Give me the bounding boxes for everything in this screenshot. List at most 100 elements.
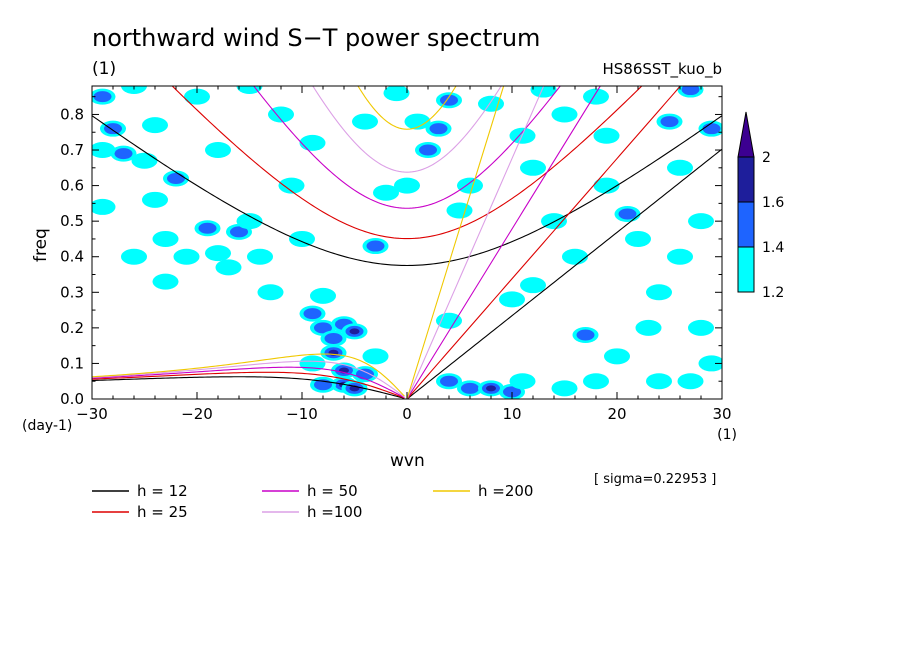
y-tick-label: 0.2	[60, 319, 84, 337]
curve-ig-h100	[312, 86, 502, 173]
legend-label: h = 50	[307, 482, 358, 500]
x-tick-label: 30	[712, 405, 731, 423]
power-contour-46-0	[436, 312, 462, 329]
power-contour-16-1	[198, 222, 217, 234]
power-contour-40-0	[404, 113, 431, 130]
y-tick-label: 0.7	[60, 141, 84, 159]
curve-kelvin-h50	[406, 86, 601, 399]
curve-kelvin-h200	[406, 86, 505, 399]
dispersion-curves	[92, 86, 722, 399]
legend-label: h =200	[478, 482, 533, 500]
y-axis-ticks: 0.0 0.1 0.2 0.3 0.4 0.5 0.6 0.7 0.8	[60, 96, 722, 408]
power-contour-87-0	[698, 355, 722, 372]
power-contour-80-0	[152, 273, 179, 290]
curve-ig-h200	[357, 86, 457, 130]
power-contour-86-0	[593, 127, 620, 144]
power-contour-11-0	[310, 287, 336, 304]
curve-rossby-h100	[92, 360, 405, 398]
power-contour-24-1	[303, 308, 322, 320]
power-contour-36-0	[362, 348, 389, 365]
power-contour-69-0	[688, 319, 714, 336]
colorbar-segment	[737, 201, 755, 248]
power-contour-9-0	[278, 177, 305, 194]
legend-label: h = 12	[137, 482, 188, 500]
power-contour-14-0	[152, 230, 179, 247]
power-contour-64-0	[530, 86, 557, 98]
power-contour-62-1	[702, 123, 721, 135]
x-tick-label: −10	[286, 405, 318, 423]
curve-rossby-h25	[92, 371, 405, 399]
power-contour-17-0	[205, 245, 231, 262]
power-contour-48-1	[461, 382, 479, 394]
run-name: HS86SST_kuo_b	[602, 60, 722, 79]
colorbar-label: 1.2	[762, 285, 784, 301]
power-contour-3-1	[167, 172, 185, 184]
power-contour-63-0	[688, 213, 714, 230]
power-contour-77-0	[121, 86, 147, 94]
power-contour-18-0	[247, 248, 273, 265]
y-tick-label: 0.8	[60, 105, 84, 123]
power-contour-10-0	[299, 134, 326, 151]
curve-ig-h12	[92, 115, 722, 267]
curve-ig-h50	[253, 86, 561, 209]
power-contour-5-0	[205, 142, 231, 159]
power-contour-23-0	[131, 152, 158, 169]
power-contour-38-0	[373, 184, 399, 201]
power-contour-52-0	[520, 277, 546, 294]
power-contour-68-0	[646, 284, 672, 301]
power-contour-8-0	[257, 284, 284, 301]
x-tick-label: 20	[607, 405, 626, 423]
colorbar-arrow	[737, 111, 755, 158]
power-contour-39-0	[394, 177, 420, 194]
chart-title: northward wind S−T power spectrum	[92, 24, 540, 52]
y-tick-label: 0.4	[60, 248, 84, 266]
power-contour-6-1	[230, 226, 248, 238]
power-contour-56-0	[593, 177, 620, 194]
curve-kelvin-h12	[406, 148, 722, 399]
power-contour-45-1	[419, 144, 437, 156]
power-contour-76-0	[646, 373, 672, 390]
colorbar-label: 1.6	[762, 195, 784, 211]
power-contour-70-0	[604, 348, 630, 365]
power-contour-59-1	[660, 116, 679, 128]
power-contour-20-0	[142, 117, 168, 134]
power-contour-54-0	[562, 248, 588, 265]
power-contour-71-0	[625, 230, 651, 247]
curve-ig-h25	[171, 86, 643, 240]
power-contour-21-0	[268, 106, 294, 123]
power-contours	[92, 86, 722, 399]
power-contour-55-1	[576, 329, 595, 341]
power-contour-67-0	[583, 88, 609, 105]
power-contour-65-0	[551, 106, 578, 123]
power-contour-73-0	[509, 373, 536, 390]
power-contour-0-1	[93, 91, 112, 103]
power-contour-1-1	[114, 148, 133, 160]
x-axis-label: wvn	[390, 451, 425, 471]
legend: h = 12 h = 25 h = 50 h =100 h =200	[92, 482, 533, 521]
curve-rossby-h12	[92, 376, 405, 399]
colorbar: 1.2 1.4 1.6 2	[737, 111, 784, 301]
power-contour-13-0	[121, 248, 147, 265]
y-tick-label: 0.1	[60, 354, 84, 372]
power-contour-4-0	[184, 88, 210, 105]
colorbar-segment	[737, 156, 755, 203]
x-axis-ticks: −30 −20 −10 0 10 20 30	[76, 86, 732, 423]
legend-label: h =100	[307, 503, 362, 521]
power-contour-50-1	[503, 386, 521, 398]
power-contour-74-0	[551, 380, 578, 397]
power-contour-82-0	[352, 113, 378, 130]
power-contour-34-1	[356, 368, 374, 380]
power-contour-60-0	[667, 159, 693, 176]
power-contour-22-1	[104, 123, 122, 135]
power-contour-81-0	[215, 259, 242, 276]
power-contour-61-1	[681, 86, 700, 96]
x-axis-unit: (1)	[717, 427, 737, 443]
x-tick-label: 0	[402, 405, 412, 423]
power-contour-51-0	[499, 291, 525, 308]
x-tick-label: −20	[181, 405, 213, 423]
power-contour-49-2	[486, 385, 496, 392]
y-tick-label: 0.6	[60, 177, 84, 195]
x-tick-label: −30	[76, 405, 108, 423]
power-contour-72-0	[667, 248, 693, 265]
power-contour-75-0	[583, 373, 609, 390]
